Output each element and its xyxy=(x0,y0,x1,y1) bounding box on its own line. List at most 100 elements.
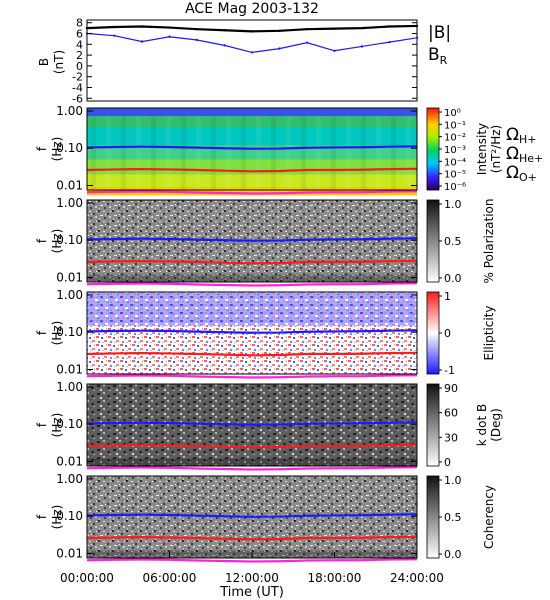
bfield-point xyxy=(360,26,364,30)
bfield-point xyxy=(140,40,144,43)
colorbar-tick-label: 0 xyxy=(444,327,451,340)
y-tick-label: 1.00 xyxy=(56,104,83,118)
y-axis-unit: (Hz) xyxy=(50,413,64,438)
gyro-line-oplus xyxy=(86,558,418,563)
colorbar-tick-label: 10⁻³ xyxy=(444,145,466,156)
gyro-line-hplus xyxy=(86,237,418,242)
panel-bfield-frame xyxy=(86,19,418,102)
intensity-stripe xyxy=(301,116,306,190)
y-axis-label: f xyxy=(35,238,49,243)
colorbar-tick-label: 10⁻¹ xyxy=(444,120,466,131)
y-axis-unit: (Hz) xyxy=(50,505,64,530)
gyro-line-heplus xyxy=(86,443,418,449)
colorbar-tick-label: 0.0 xyxy=(444,548,462,561)
gyro-line-oplus xyxy=(86,282,418,287)
bfield-tick-label: -6 xyxy=(72,92,83,105)
intensity-band xyxy=(87,127,417,146)
bfield-point xyxy=(415,24,419,28)
colorbar-unit: (nT²/Hz) xyxy=(489,125,503,173)
gyro-line-heplus xyxy=(86,535,418,541)
bfield-tick-label: -2 xyxy=(72,71,83,84)
intensity-stripe xyxy=(361,116,366,190)
panel-ellipticity: 1.00 0.10 0.01 f (Hz) 1 0 -1 Ellipticity xyxy=(35,288,496,379)
bfield-tick-label: 8 xyxy=(76,17,83,30)
bfield-point xyxy=(113,25,116,29)
bfield-series-layer xyxy=(85,24,419,54)
x-tick-label: 24:00:00 xyxy=(390,571,444,585)
colorbar-tick-label: 10⁰ xyxy=(444,108,461,119)
y-axis-unit: (Hz) xyxy=(50,137,64,162)
intensity-stripe xyxy=(391,116,396,190)
y-axis-label: f xyxy=(35,514,49,519)
panel-kdotb: 1.00 0.10 0.01 f (Hz) 90 60 30 0 k dot B (Deg) xyxy=(35,380,503,471)
y-tick-label: 0.10 xyxy=(56,509,83,523)
intensity-stripe xyxy=(121,116,126,190)
bfield-point xyxy=(85,26,89,30)
spectrogram-panels: 1.000.100.01f (Hz)10⁰10⁻¹10⁻²10⁻³10⁻⁴10⁻⁵… xyxy=(35,104,503,563)
y-tick-label: 0.10 xyxy=(56,325,83,339)
figure-title: ACE Mag 2003-132 xyxy=(185,1,319,17)
intensity-stripe xyxy=(271,116,276,190)
y-tick-label: 1.00 xyxy=(56,288,83,302)
intensity-stripe xyxy=(151,116,156,190)
gyro-line-hplus xyxy=(86,513,418,518)
bfield-point xyxy=(195,27,199,31)
bfield-point xyxy=(250,51,254,54)
legend-btotal: |B| xyxy=(428,23,451,43)
intensity-stripe xyxy=(196,116,201,190)
intensity-stripe xyxy=(376,116,381,190)
colorbar-label: k dot B xyxy=(475,404,489,446)
colorbar-tick-label: 0.0 xyxy=(444,272,462,285)
intensity-stripe xyxy=(331,116,336,190)
y-tick-label: 0.01 xyxy=(56,454,83,468)
colorbar xyxy=(426,107,440,191)
colorbar-tick-label: 10⁻⁵ xyxy=(444,170,466,181)
bfield-tick-label: 0 xyxy=(76,60,83,73)
colorbar-tick-label: 1.0 xyxy=(444,474,462,487)
panel-frame xyxy=(86,107,418,191)
bfield-point xyxy=(305,27,309,31)
y-tick-label: 1.00 xyxy=(56,472,83,486)
bfield-tick-label: 4 xyxy=(76,38,83,51)
intensity-stripe xyxy=(316,116,321,190)
x-tick-label: 00:00:00 xyxy=(60,571,114,585)
bfield-tick-label: 6 xyxy=(76,28,83,41)
panel-frame xyxy=(86,383,418,467)
colorbar-tick-label: 60 xyxy=(444,407,458,420)
bfield-tick-label: 2 xyxy=(76,49,83,62)
bfield-point xyxy=(415,36,419,40)
legend-omega-he: ΩHe+ xyxy=(506,144,543,165)
intensity-stripe xyxy=(91,116,96,190)
colorbar-tick-label: -1 xyxy=(444,364,455,377)
intensity-stripe xyxy=(406,116,411,190)
bfield-point xyxy=(388,25,391,28)
gyro-line-oplus xyxy=(86,190,418,195)
bfield-yunit: (nT) xyxy=(52,50,66,74)
colorbar-tick-label: 10⁻⁶ xyxy=(444,182,466,193)
colorbar-tick-label: 0 xyxy=(444,456,451,469)
colorbar-label: % Polarization xyxy=(482,199,496,284)
intensity-stripe xyxy=(136,116,141,190)
intensity-stripe xyxy=(181,116,186,190)
ellipticity-upper xyxy=(87,292,417,326)
y-tick-label: 0.10 xyxy=(56,417,83,431)
colorbar-tick-label: 0.5 xyxy=(444,511,462,524)
bfield-point xyxy=(388,40,391,44)
bfield-point xyxy=(168,26,171,29)
bfield-point xyxy=(333,49,336,52)
bfield-point xyxy=(278,47,281,50)
intensity-stripe xyxy=(241,116,246,190)
bfield-point xyxy=(223,44,226,47)
colorbar-tick-label: 90 xyxy=(444,382,458,395)
bfield-point xyxy=(168,35,171,38)
y-tick-label: 0.10 xyxy=(56,233,83,247)
y-tick-label: 1.00 xyxy=(56,196,83,210)
y-tick-label: 0.01 xyxy=(56,362,83,376)
legend-omega-h: ΩH+ xyxy=(506,125,537,146)
bfield-point xyxy=(360,45,364,48)
gyro-line-oplus xyxy=(86,466,418,471)
x-tick-label: 18:00:00 xyxy=(308,571,362,585)
colorbar-tick-label: 0.5 xyxy=(444,235,462,248)
